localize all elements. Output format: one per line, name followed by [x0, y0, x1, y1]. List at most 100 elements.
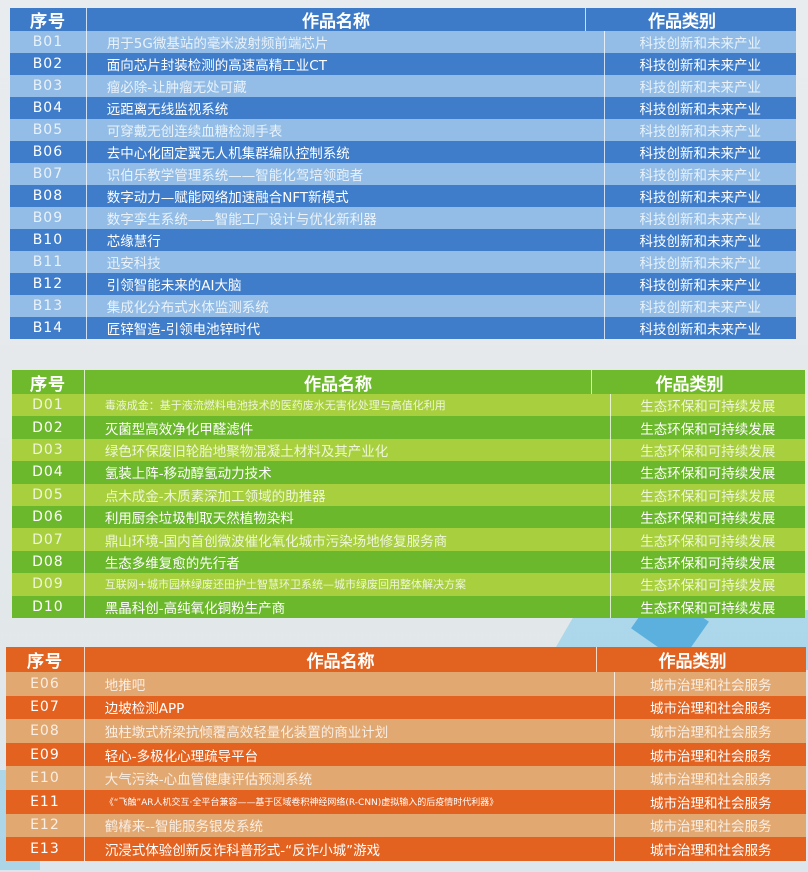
row-number: B04 [32, 100, 64, 116]
row-name: 灭菌型高效净化甲醛滤件 [83, 416, 610, 439]
row-category: 城市治理和社会服务 [614, 837, 806, 861]
table-row: D10 黑晶科创-高纯氧化铜粉生产商 生态环保和可持续发展 [12, 595, 805, 618]
table-row: B02 面向芯片封装检测的高速高精工业CT 科技创新和未来产业 [10, 53, 796, 75]
table-row: D04 氢装上阵-移动醇氢动力技术 生态环保和可持续发展 [12, 461, 805, 484]
row-category: 科技创新和未来产业 [603, 207, 797, 229]
row-category: 生态环保和可持续发展 [609, 550, 806, 574]
row-category: 生态环保和可持续发展 [609, 483, 806, 506]
row-number: E12 [30, 817, 60, 834]
table-row: B03 瘤必除-让肿瘤无处可藏 科技创新和未来产业 [10, 75, 796, 97]
row-category: 科技创新和未来产业 [603, 163, 797, 185]
row-category: 科技创新和未来产业 [603, 317, 797, 339]
row-number: D01 [32, 397, 64, 414]
row-category: 生态环保和可持续发展 [609, 573, 806, 596]
row-number: B07 [32, 166, 64, 182]
row-name: 毒液成金：基于液流燃料电池技术的医药废水无害化处理与高值化利用 [83, 394, 610, 417]
row-category: 城市治理和社会服务 [614, 813, 806, 838]
row-number: E06 [30, 675, 60, 692]
table-row: D07 鼎山环境-国内首创微波催化氧化城市污染场地修复服务商 生态环保和可持续发展 [12, 528, 806, 551]
row-number: B08 [32, 188, 64, 204]
table-row: B04 远距离无线监视系统 科技创新和未来产业 [10, 97, 796, 119]
row-category: 生态环保和可持续发展 [609, 438, 806, 462]
row-number: B14 [32, 320, 64, 336]
row-number: E13 [30, 840, 60, 857]
table-header: 序号 作品名称 作品类别 [12, 370, 805, 394]
table-row: D01 毒液成金：基于液流燃料电池技术的医药废水无害化处理与高值化利用 生态环保和可… [12, 394, 806, 417]
row-number: B10 [32, 232, 64, 248]
table-row: B11 迅安科技 科技创新和未来产业 [10, 251, 796, 273]
row-number: E07 [30, 699, 60, 716]
row-category: 城市治理和社会服务 [614, 766, 806, 790]
row-name: 鹤椿来--智能服务银发系统 [83, 813, 615, 838]
row-number: B03 [32, 78, 64, 94]
row-number: E08 [30, 722, 60, 739]
row-number: B06 [32, 144, 64, 160]
row-category: 科技创新和未来产业 [603, 141, 797, 163]
row-name: 鼎山环境-国内首创微波催化氧化城市污染场地修复服务商 [83, 528, 610, 551]
row-name: 匠锌智造-引领电池锌时代 [85, 317, 604, 339]
table-row: E12 鹤椿来--智能服务银发系统 城市治理和社会服务 [6, 813, 806, 838]
table-eco-sustainability: 序号 作品名称 作品类别 D01 毒液成金：基于液流燃料电池技术的医药废水无害化处理与高… [12, 370, 805, 618]
row-name: 黑晶科创-高纯氧化铜粉生产商 [83, 595, 610, 618]
row-category: 科技创新和未来产业 [603, 251, 797, 273]
row-number: B02 [32, 56, 64, 72]
row-category: 科技创新和未来产业 [603, 97, 797, 119]
table-row: D06 利用厨余垃圾制取天然植物染料 生态环保和可持续发展 [12, 505, 806, 529]
header-category: 作品类别 [596, 647, 788, 672]
row-number: B09 [32, 210, 64, 226]
row-number: E10 [30, 770, 60, 787]
row-name: 可穿戴无创连续血糖检测手表 [85, 119, 604, 141]
row-category: 生态环保和可持续发展 [609, 528, 806, 551]
row-name: 去中心化固定翼无人机集群编队控制系统 [85, 141, 604, 163]
row-category: 科技创新和未来产业 [603, 229, 797, 251]
row-name: 远距离无线监视系统 [85, 97, 604, 119]
row-name: 面向芯片封装检测的高速高精工业CT [85, 53, 604, 75]
header-number: 序号 [27, 652, 63, 672]
table-row: D09 互联网+城市园林绿废还田护土智慧环卫系统—城市绿废回用整体解决方案 生态环保… [12, 573, 806, 596]
row-name: 瘤必除-让肿瘤无处可藏 [85, 75, 604, 97]
row-name: 芯缘慧行 [85, 229, 604, 251]
row-name: 生态多维复愈的先行者 [83, 550, 610, 574]
table-row: B06 去中心化固定翼无人机集群编队控制系统 科技创新和未来产业 [10, 141, 796, 163]
header-category: 作品类别 [591, 370, 787, 394]
row-name: 边坡检测APP [83, 695, 615, 720]
row-category: 城市治理和社会服务 [614, 695, 806, 720]
row-name: 沉浸式体验创新反诈科普形式-“反诈小城”游戏 [83, 837, 615, 861]
row-name: 识伯乐教学管理系统——智能化驾培领跑者 [85, 163, 604, 185]
row-name: 利用厨余垃圾制取天然植物染料 [83, 505, 610, 529]
row-category: 城市治理和社会服务 [614, 789, 806, 814]
table-row: B01 用于5G微基站的毫米波射频前端芯片 科技创新和未来产业 [10, 31, 796, 53]
row-category: 生态环保和可持续发展 [609, 394, 806, 417]
row-name: 绿色环保废旧轮胎地聚物混凝土材料及其产业化 [83, 438, 610, 462]
row-category: 生态环保和可持续发展 [609, 416, 806, 439]
table-row: E11 《“飞触”AR人机交互·全平台兼容——基于区域卷积神经网络(R-CNN)虚… [6, 789, 806, 814]
row-number: B05 [32, 122, 64, 138]
row-number: D08 [32, 553, 64, 570]
row-name: 数字孪生系统——智能工厂设计与优化新利器 [85, 207, 604, 229]
row-category: 科技创新和未来产业 [603, 185, 797, 207]
row-category: 生态环保和可持续发展 [609, 505, 806, 529]
row-name: 数字动力—赋能网络加速融合NFT新模式 [85, 185, 604, 207]
table-row: E10 大气污染-心血管健康评估预测系统 城市治理和社会服务 [6, 766, 806, 790]
table-row: D02 灭菌型高效净化甲醛滤件 生态环保和可持续发展 [12, 416, 806, 439]
row-name: 用于5G微基站的毫米波射频前端芯片 [85, 31, 604, 53]
row-name: 地推吧 [83, 672, 615, 696]
table-row: B08 数字动力—赋能网络加速融合NFT新模式 科技创新和未来产业 [10, 185, 796, 207]
row-name: 氢装上阵-移动醇氢动力技术 [83, 461, 610, 484]
row-name: 大气污染-心血管健康评估预测系统 [83, 766, 615, 790]
table-row: D08 生态多维复愈的先行者 生态环保和可持续发展 [12, 550, 806, 574]
table-tech-innovation: 序号 作品名称 作品类别 B01 用于5G微基站的毫米波射频前端芯片 科技创新和未来产业 B… [10, 8, 796, 339]
header-name: 作品名称 [86, 8, 585, 31]
row-category: 科技创新和未来产业 [603, 295, 797, 317]
row-number: D03 [32, 441, 64, 458]
row-name: 互联网+城市园林绿废还田护土智慧环卫系统—城市绿废回用整体解决方案 [83, 573, 610, 596]
header-category: 作品类别 [585, 8, 778, 31]
header-name: 作品名称 [84, 647, 596, 672]
table-row: B07 识伯乐教学管理系统——智能化驾培领跑者 科技创新和未来产业 [10, 163, 796, 185]
table-row: D05 点木成金-木质素深加工领域的助推器 生态环保和可持续发展 [12, 483, 806, 506]
table-row: E06 地推吧 城市治理和社会服务 [6, 672, 806, 696]
header-number: 序号 [30, 12, 66, 31]
row-name: 引领智能未来的AI大脑 [85, 273, 604, 295]
header-number: 序号 [30, 374, 66, 395]
row-number: E11 [30, 793, 60, 810]
